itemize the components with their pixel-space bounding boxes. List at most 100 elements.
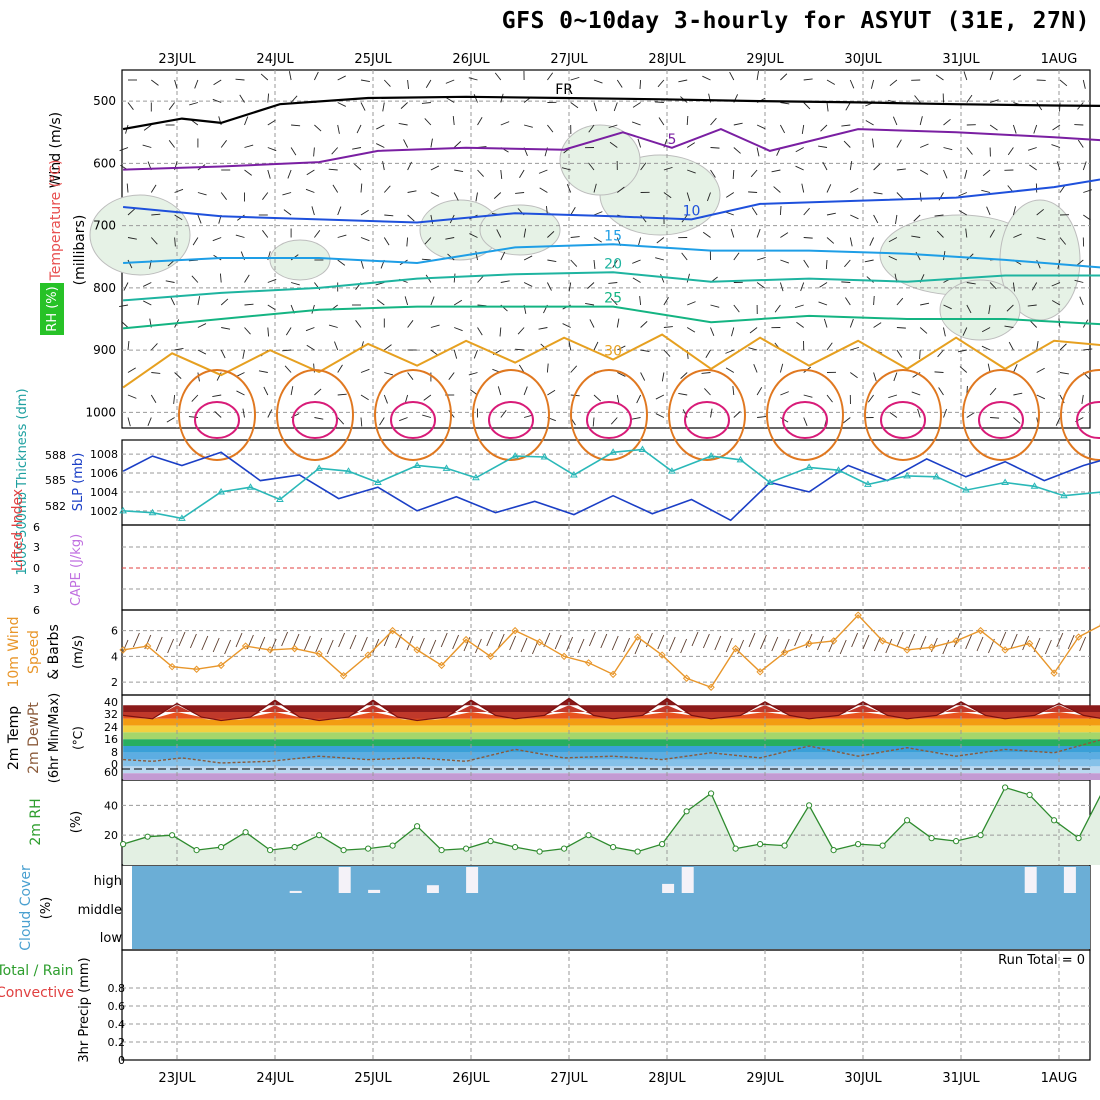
wind-barb bbox=[360, 394, 369, 401]
wind-barb bbox=[188, 416, 198, 418]
slp-point bbox=[864, 480, 872, 487]
wind-barb bbox=[966, 94, 973, 103]
wind-barb bbox=[850, 346, 860, 351]
wind-barb bbox=[267, 119, 276, 126]
wind-barb bbox=[818, 301, 828, 306]
wind-barb bbox=[283, 209, 292, 216]
wind-barb bbox=[989, 71, 994, 81]
surface-wind-barb bbox=[440, 632, 448, 648]
wind-barb bbox=[587, 282, 595, 289]
wind-barb bbox=[267, 93, 270, 103]
date-label-top: 29JUL bbox=[746, 52, 784, 67]
wind-speed-point bbox=[1074, 633, 1083, 641]
wind-barb bbox=[1051, 282, 1061, 287]
contour-label: 20 bbox=[604, 256, 622, 272]
wind-barb bbox=[657, 79, 665, 88]
wind-barb bbox=[221, 327, 231, 330]
wind-barb bbox=[267, 327, 270, 337]
wind-barb bbox=[174, 214, 183, 221]
run-total-label: Run Total = 0 bbox=[998, 953, 1085, 968]
stability-tick-label: 3 bbox=[33, 541, 40, 554]
series-line-0 bbox=[122, 451, 1100, 522]
wind-barb bbox=[617, 345, 626, 351]
wind-barb bbox=[732, 386, 735, 396]
slp-point bbox=[148, 508, 157, 516]
wind-speed-point bbox=[315, 650, 323, 658]
wind-barb bbox=[686, 192, 691, 202]
date-label-top: 26JUL bbox=[452, 52, 490, 67]
wind-barb bbox=[194, 79, 199, 89]
wind-speed-point bbox=[560, 652, 568, 661]
wind-barb bbox=[710, 117, 717, 126]
wind-barb bbox=[214, 411, 222, 418]
wind-barb bbox=[197, 296, 201, 306]
wind-barb bbox=[192, 237, 199, 246]
wind-barb bbox=[468, 372, 478, 376]
wind-barb bbox=[826, 394, 833, 403]
cloud-high-bar bbox=[1063, 867, 1076, 893]
wind-barb bbox=[267, 409, 273, 418]
contour-35 bbox=[766, 369, 844, 461]
slp-point bbox=[315, 464, 323, 471]
wind-barb bbox=[430, 214, 434, 224]
wind-barb bbox=[445, 79, 455, 84]
surface-wind-barb bbox=[566, 636, 574, 652]
contour-5 bbox=[123, 128, 1100, 171]
wind-barb bbox=[733, 147, 741, 154]
contour-35 bbox=[1060, 369, 1100, 461]
wind-barb bbox=[1036, 341, 1039, 351]
temp-tick-label: 24 bbox=[104, 721, 118, 734]
wind-barb bbox=[803, 237, 813, 239]
wind-barb bbox=[191, 394, 199, 402]
surface-wind-barb bbox=[509, 635, 517, 651]
rh-point bbox=[365, 845, 372, 852]
slp-point bbox=[178, 514, 186, 521]
surface-wind-barb bbox=[1010, 633, 1018, 649]
wind-barb bbox=[126, 183, 129, 193]
wind-barb bbox=[914, 95, 921, 103]
wind-barb bbox=[538, 169, 548, 174]
wind-barb bbox=[244, 144, 254, 148]
wind-barb bbox=[1036, 208, 1044, 216]
chart-labels: 23JUL 23JUL 24JUL 24JUL 25JUL 25JUL 26JUL 26JUL… bbox=[0, 52, 1085, 1086]
wind-barb bbox=[311, 206, 315, 216]
wind-barb bbox=[360, 79, 370, 83]
wind-barb bbox=[873, 163, 881, 171]
wind-speed-point bbox=[388, 626, 397, 635]
wind-barb bbox=[1081, 394, 1084, 404]
wind-barb bbox=[1033, 124, 1038, 134]
wind-speed-point bbox=[731, 644, 740, 653]
wind-barb bbox=[570, 259, 578, 267]
surface-wind-barb bbox=[873, 636, 881, 652]
wind-barb bbox=[407, 161, 412, 171]
surface-wind-barb bbox=[702, 633, 710, 649]
surface-wind-barb bbox=[1056, 632, 1064, 648]
cloud-level-label: low bbox=[100, 931, 123, 946]
wind-barb bbox=[702, 75, 711, 81]
wind-barb bbox=[376, 143, 385, 148]
wind-barb bbox=[262, 230, 269, 238]
wind-barb bbox=[687, 301, 696, 306]
date-label-bottom: 28JUL bbox=[648, 1071, 686, 1086]
wind-barb bbox=[800, 282, 805, 292]
date-label-bottom: 26JUL bbox=[452, 1071, 490, 1086]
wind-barb bbox=[568, 282, 572, 292]
wind-barb bbox=[826, 212, 836, 216]
wind-barb bbox=[779, 282, 784, 292]
wind-speed-point bbox=[878, 637, 887, 645]
wind-barb bbox=[244, 116, 249, 126]
wind-barb bbox=[748, 347, 758, 351]
surface-wind-barb bbox=[303, 635, 311, 651]
panel-frame-thick bbox=[121, 439, 1091, 526]
slp-point bbox=[609, 448, 617, 455]
wind-barb bbox=[212, 237, 222, 242]
cloud-background bbox=[132, 866, 1090, 949]
wind-tick-label: 6 bbox=[111, 625, 118, 638]
rh-point bbox=[610, 844, 617, 851]
surface-wind-barb bbox=[771, 636, 779, 652]
surface-wind-barb bbox=[862, 634, 870, 650]
wind-barb bbox=[686, 327, 696, 333]
wind-barb bbox=[637, 237, 642, 247]
rh-point bbox=[389, 842, 396, 849]
wind-barb bbox=[337, 124, 340, 134]
